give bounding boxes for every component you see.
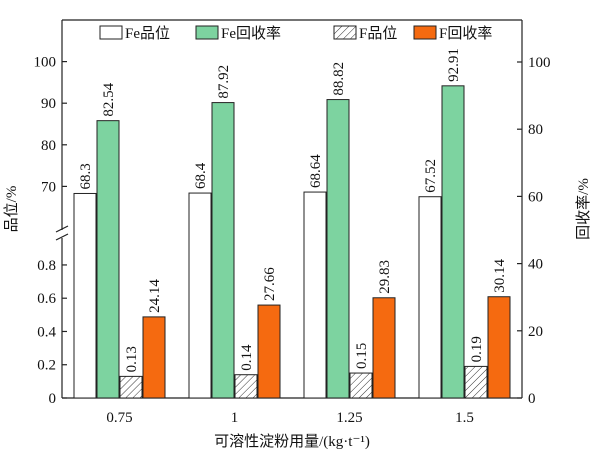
bar — [234, 374, 258, 399]
data-label: 82.54 — [101, 82, 117, 116]
x-tick-label: 1 — [231, 410, 239, 426]
y-tick-label: 0.4 — [37, 324, 56, 340]
x-tick-label: 0.75 — [106, 410, 132, 426]
y-tick-label: 80 — [41, 138, 56, 154]
legend-swatch — [99, 25, 123, 40]
legend-swatch — [413, 25, 437, 40]
data-label: 68.3 — [78, 163, 94, 189]
bar — [303, 191, 327, 399]
bar — [142, 316, 166, 399]
y2-tick-label: 60 — [528, 189, 543, 205]
bar — [441, 85, 465, 399]
data-label: 0.13 — [124, 346, 140, 372]
data-label: 29.83 — [377, 260, 393, 294]
y-tick-label: 0.2 — [37, 358, 56, 374]
axis-break — [55, 233, 69, 241]
y-tick-label: 0.6 — [37, 291, 56, 307]
legend-swatch — [333, 25, 357, 40]
data-label: 68.64 — [308, 154, 324, 188]
bar — [326, 99, 350, 399]
y2-tick-label: 100 — [528, 55, 551, 71]
legend-label: Fe回收率 — [221, 25, 281, 42]
bar — [119, 375, 143, 399]
legend-swatch — [195, 25, 219, 40]
bar — [372, 297, 396, 399]
y2-tick-label: 40 — [528, 257, 543, 273]
bar — [188, 192, 212, 399]
y-tick-label: 0 — [49, 391, 57, 407]
y2-tick-label: 20 — [528, 324, 543, 340]
bar — [464, 365, 488, 399]
bar — [349, 372, 373, 399]
bar — [96, 120, 120, 399]
bar — [211, 102, 235, 399]
bar — [257, 304, 281, 399]
axis-break — [55, 225, 69, 233]
legend-label: F回收率 — [439, 25, 492, 42]
data-label: 0.14 — [239, 344, 255, 371]
legend-label: F品位 — [359, 25, 397, 42]
x-axis-label: 可溶性淀粉用量/(kg·t⁻¹) — [214, 433, 370, 450]
data-label: 67.52 — [423, 159, 439, 193]
y2-tick-label: 80 — [528, 122, 543, 138]
legend-label: Fe品位 — [125, 25, 170, 42]
data-label: 92.91 — [446, 48, 462, 82]
y2-tick-label: 0 — [528, 391, 536, 407]
x-tick-label: 1.25 — [336, 410, 362, 426]
y-tick-label: 90 — [41, 96, 56, 112]
y2-axis-label: 回收率/% — [575, 178, 592, 240]
data-label: 27.66 — [262, 267, 278, 301]
bar — [418, 196, 442, 399]
data-label: 24.14 — [147, 279, 163, 313]
data-label: 30.14 — [492, 258, 508, 292]
y-tick-label: 70 — [41, 179, 56, 195]
data-label: 68.4 — [193, 162, 209, 189]
data-label: 0.15 — [354, 343, 370, 369]
bar — [73, 192, 97, 399]
data-label: 88.82 — [331, 62, 347, 96]
data-label: 0.19 — [469, 336, 485, 362]
x-tick-label: 1.5 — [455, 410, 474, 426]
y-axis-label: 品位/% — [3, 186, 20, 233]
data-label: 87.92 — [216, 65, 232, 99]
y-tick-label: 100 — [34, 55, 57, 71]
bar — [487, 296, 511, 399]
y-tick-label: 0.8 — [37, 258, 56, 274]
